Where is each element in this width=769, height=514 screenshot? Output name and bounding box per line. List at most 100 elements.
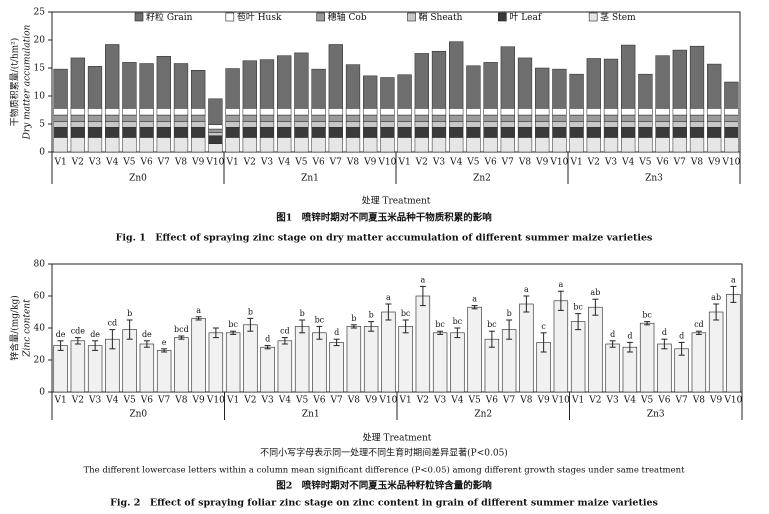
bar-segment xyxy=(242,108,257,116)
x-tick-label: V8 xyxy=(174,158,187,168)
x-tick-label: V7 xyxy=(330,396,343,406)
significance-letter: cde xyxy=(71,327,86,336)
bar-segment xyxy=(156,108,171,116)
bar-segment xyxy=(328,44,343,109)
bar-segment xyxy=(449,127,464,138)
x-tick-label: V5 xyxy=(640,396,653,406)
significance-letter: de xyxy=(142,330,152,339)
x-tick-label: V2 xyxy=(71,158,84,168)
bar xyxy=(70,340,86,393)
bar-segment xyxy=(500,127,515,138)
x-tick-label: V10 xyxy=(377,158,396,168)
bar-segment xyxy=(328,137,343,153)
bar xyxy=(225,332,241,393)
x-tick-label: V4 xyxy=(105,396,118,406)
bar-segment xyxy=(483,108,498,116)
bar-segment xyxy=(707,121,722,128)
legend-swatch xyxy=(588,12,598,22)
significance-letter: bc xyxy=(573,303,583,312)
bar-segment xyxy=(191,69,206,109)
significance-letter: d xyxy=(265,335,270,344)
bar-segment xyxy=(672,121,687,128)
bar-segment xyxy=(655,114,670,123)
bar-segment xyxy=(345,127,361,138)
bar-segment xyxy=(87,137,103,153)
significance-letter: bc xyxy=(487,320,497,329)
significance-letter: cd xyxy=(280,327,290,336)
bar-segment xyxy=(569,121,584,128)
bar-segment xyxy=(53,121,68,128)
bar xyxy=(329,342,344,393)
bar xyxy=(208,332,224,393)
y-tick-label: 15 xyxy=(34,64,46,74)
bar-segment xyxy=(105,137,120,153)
bar-segment xyxy=(672,127,687,138)
bar-segment xyxy=(225,127,240,138)
significance-letter: a xyxy=(472,295,477,304)
bar-segment xyxy=(242,60,257,109)
bar-segment xyxy=(311,121,326,128)
bar-segment xyxy=(535,114,550,123)
x-tick-label: V3 xyxy=(261,396,274,406)
bar-segment xyxy=(397,137,412,153)
bar-segment xyxy=(345,108,361,116)
x-tick-label: V10 xyxy=(205,158,224,168)
bar-segment xyxy=(70,137,85,153)
legend-label: 叶 Leaf xyxy=(509,12,542,23)
bar-segment xyxy=(53,108,68,116)
x-tick-label: V6 xyxy=(483,158,496,168)
legend-label: 苞叶 Husk xyxy=(237,11,282,23)
bar-segment xyxy=(552,137,567,153)
x-tick-label: V4 xyxy=(105,158,118,168)
x-tick-label: V8 xyxy=(519,396,532,406)
bar xyxy=(553,300,569,393)
bar-segment xyxy=(363,137,378,153)
bar-segment xyxy=(500,114,515,123)
x-tick-label: V4 xyxy=(449,158,462,168)
x-tick-label: V5 xyxy=(466,158,479,168)
x-tick-label: V6 xyxy=(311,158,324,168)
bar-segment xyxy=(569,108,584,116)
bar-segment xyxy=(500,121,515,128)
bar-segment xyxy=(105,127,120,138)
y-tick-label: 20 xyxy=(34,36,46,46)
bar-segment xyxy=(621,114,636,123)
bar-segment xyxy=(638,137,653,153)
bar-segment xyxy=(363,121,378,128)
bar-segment xyxy=(517,137,533,153)
x-tick-label: V8 xyxy=(518,158,531,168)
bar-segment xyxy=(535,121,550,128)
bar-segment xyxy=(621,108,636,116)
bar-segment xyxy=(311,108,326,116)
significance-letter: cd xyxy=(108,319,118,328)
bar-segment xyxy=(53,137,68,153)
x-tick-label: V2 xyxy=(416,396,429,406)
bar-segment xyxy=(466,114,481,123)
bar-segment xyxy=(586,108,601,116)
bar-segment xyxy=(689,137,705,153)
significance-letter: b xyxy=(369,311,374,320)
bar-segment xyxy=(483,62,498,109)
significance-letter: d xyxy=(679,331,684,340)
significance-letter: a xyxy=(558,280,563,289)
x-tick-label: V9 xyxy=(192,396,205,406)
significance-letter: a xyxy=(386,293,391,302)
bar-segment xyxy=(328,121,343,128)
bar-segment xyxy=(225,108,240,116)
significance-letter: cd xyxy=(694,320,704,329)
bar-segment xyxy=(483,127,498,138)
bar xyxy=(174,337,189,393)
bar-segment xyxy=(259,127,275,138)
y-axis-label: 干物质积累量/(t/hm²) xyxy=(9,38,21,127)
x-tick-label: V1 xyxy=(225,158,238,168)
caption-cn: 图1 喷锌时期对不同夏玉米品种干物质积累的影响 xyxy=(276,212,492,224)
significance-letter: d xyxy=(334,328,339,337)
y-tick-label: 20 xyxy=(34,356,46,366)
x-tick-label: V4 xyxy=(621,158,634,168)
bar-segment xyxy=(500,46,515,109)
bar-segment xyxy=(724,114,739,123)
bar-segment xyxy=(173,108,189,116)
group-label: Zn0 xyxy=(129,174,147,184)
x-tick-label: V4 xyxy=(623,396,636,406)
bar xyxy=(312,332,327,393)
